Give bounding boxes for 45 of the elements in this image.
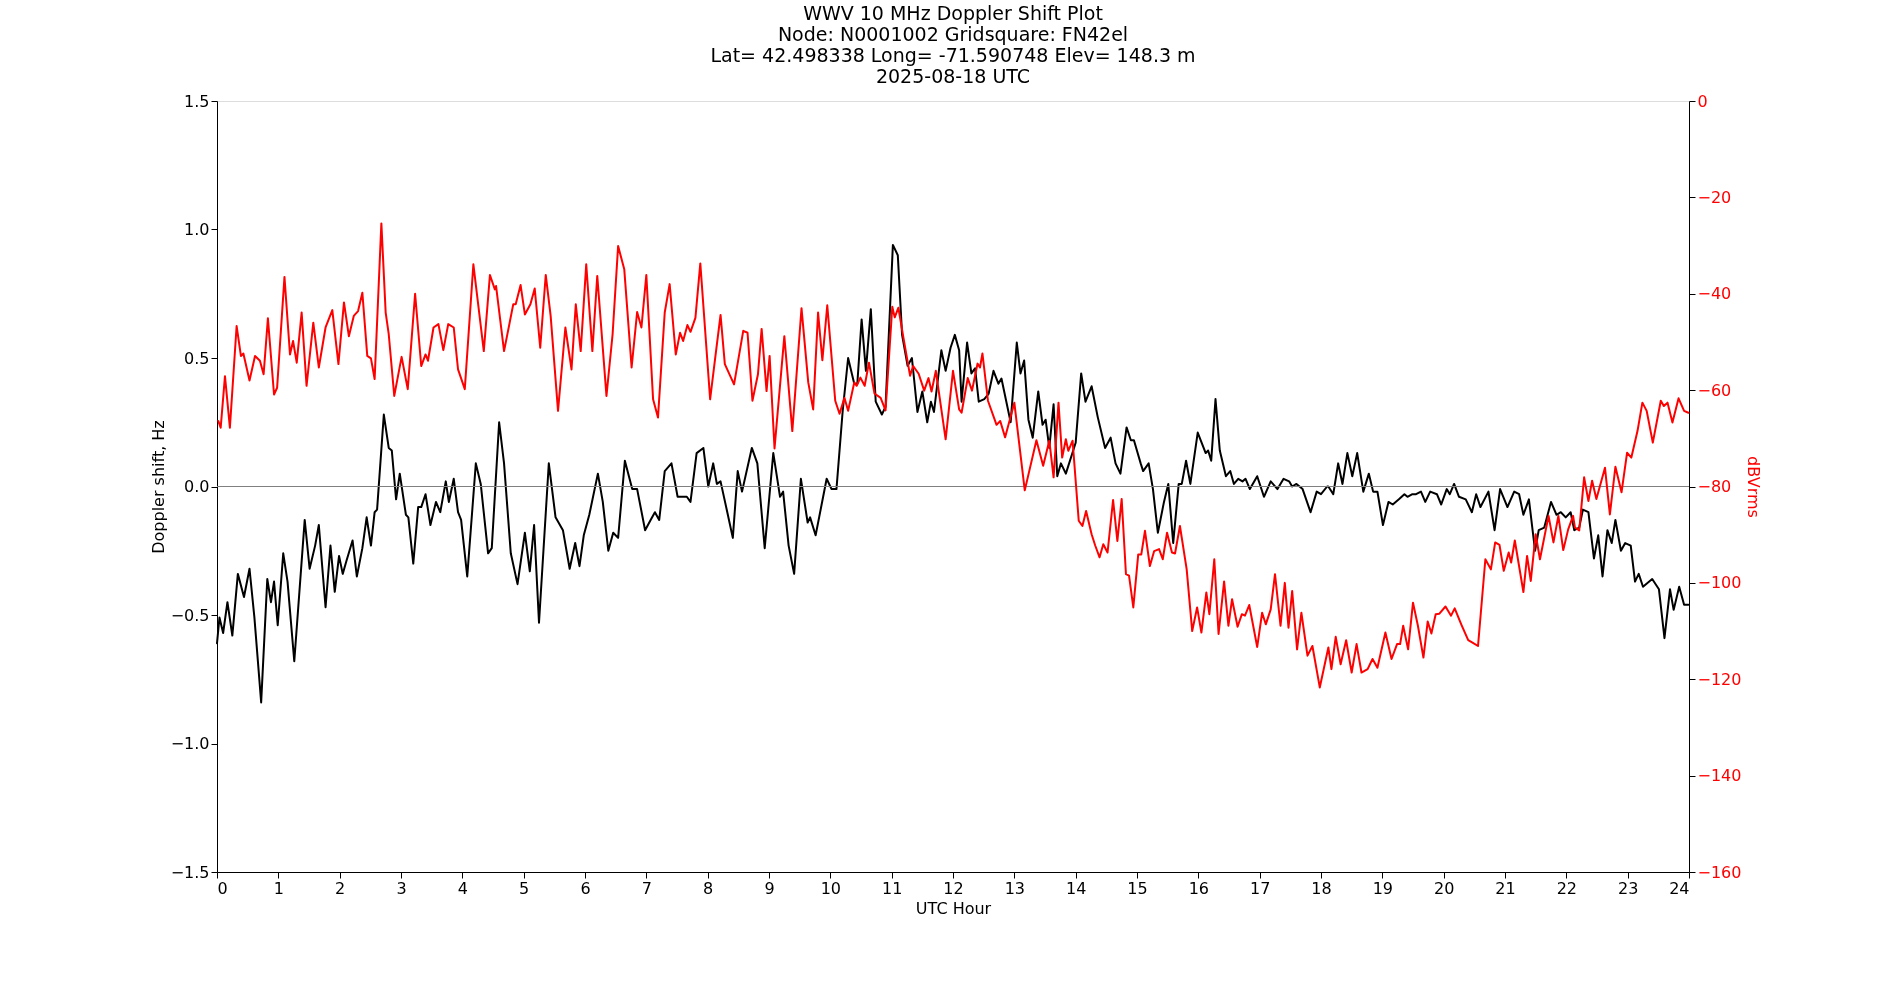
y2-tick-label: −100 xyxy=(1697,573,1742,593)
y-tick-label: 1.0 xyxy=(184,220,210,239)
y2-tick-label: −40 xyxy=(1697,284,1732,304)
x-tick-label: 8 xyxy=(703,878,714,898)
y-tick-label: 1.5 xyxy=(184,91,210,111)
x-tick-label: 23 xyxy=(1617,878,1639,898)
x-tick-label: 21 xyxy=(1495,878,1516,898)
x-tick-label: 2 xyxy=(335,878,346,898)
x-tick-label: 13 xyxy=(1004,878,1026,898)
x-tick-label: 12 xyxy=(943,878,964,898)
y2-tick-label: −80 xyxy=(1697,477,1732,496)
y-tick-label: −1.5 xyxy=(170,862,210,882)
y2-tick-label: −120 xyxy=(1697,669,1742,689)
x-tick-label: 10 xyxy=(820,878,842,898)
x-tick-label: 14 xyxy=(1065,878,1087,898)
y-tick-label: 0.5 xyxy=(184,348,210,368)
x-axis-title: UTC Hour xyxy=(915,898,992,918)
y-tick-label: 0.0 xyxy=(184,477,210,496)
x-tick-label: 17 xyxy=(1249,878,1271,898)
y2-axis-title: dBVrms xyxy=(1744,456,1764,518)
x-tick-label: 7 xyxy=(641,878,652,898)
chart-title: WWV 10 MHz Doppler Shift Plot Node: N0001002 Gridsquare: FN42el Lat= 42.498338 Long= -71.590748 Elev= 148.3 m 2025-08-18 UTC xyxy=(710,2,1196,87)
y-tick-label: −1.0 xyxy=(170,734,210,753)
y2-tick-label: −60 xyxy=(1697,380,1732,400)
y2-tick-label: 0 xyxy=(1697,91,1708,111)
x-tick-label: 11 xyxy=(881,878,903,898)
x-tick-label: 9 xyxy=(764,878,775,898)
x-tick-label: 22 xyxy=(1556,878,1578,898)
x-tick-label: 19 xyxy=(1372,878,1394,898)
y-axis-title: Doppler shift, Hz xyxy=(148,420,168,554)
y-tick-label: −0.5 xyxy=(170,605,210,625)
x-tick-label: 15 xyxy=(1127,878,1148,898)
x-tick-label: 20 xyxy=(1433,878,1455,898)
x-tick-label: 1 xyxy=(273,878,284,898)
y2-tick-label: −20 xyxy=(1697,187,1732,207)
x-tick-label: 3 xyxy=(396,878,407,898)
x-tick-label: 5 xyxy=(519,878,530,898)
x-tick-label: 0 xyxy=(217,878,228,898)
x-tick-label: 18 xyxy=(1311,878,1332,898)
x-tick-label: 6 xyxy=(580,878,591,898)
y2-tick-label: −160 xyxy=(1697,862,1742,882)
x-tick-label: 24 xyxy=(1669,878,1690,898)
x-tick-label: 4 xyxy=(457,878,468,898)
y2-tick-label: −140 xyxy=(1697,766,1742,786)
x-tick-label: 16 xyxy=(1188,878,1210,898)
